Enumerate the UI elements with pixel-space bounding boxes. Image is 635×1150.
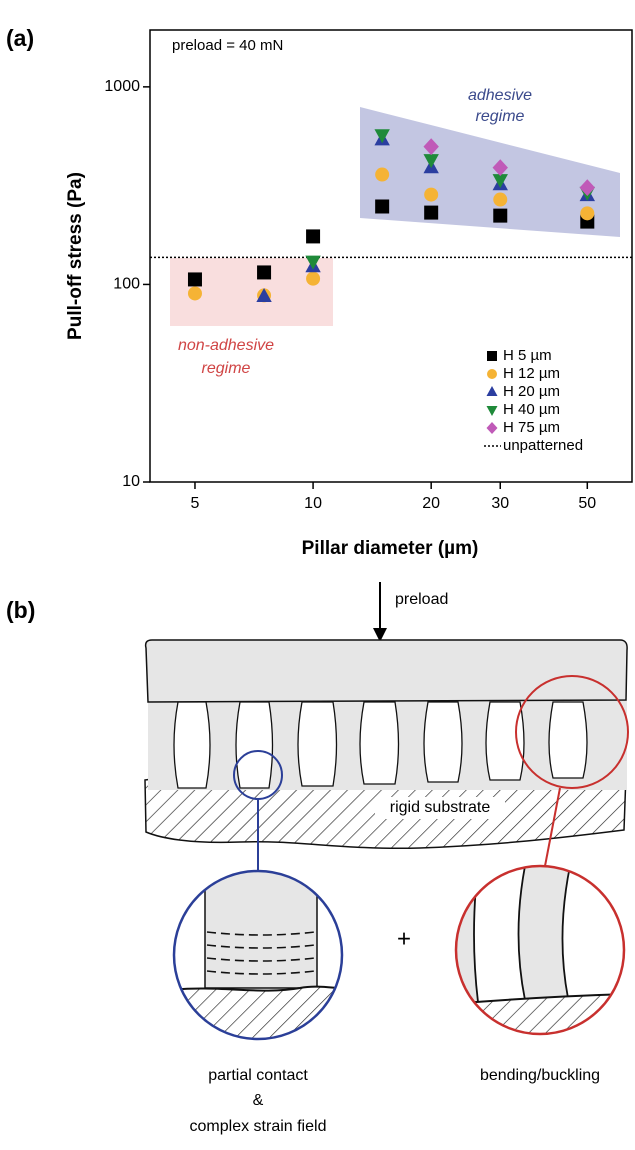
annotation: preload = 40 mN [172,37,283,54]
marker [493,192,508,207]
y-tick-label: 100 [113,276,140,293]
legend-marker [487,351,497,361]
zoom-circle [172,869,344,1041]
force-label: preload [395,591,448,608]
zoom-detail [456,866,624,1034]
x-tick-label: 10 [304,495,322,512]
legend-marker [486,422,498,434]
pillar-gaps [173,701,588,789]
marker [492,159,508,177]
marker [256,287,272,302]
marker [375,167,390,182]
marker [424,187,439,202]
annotation: non-adhesive [178,337,274,354]
caption: bending/buckling [480,1067,600,1084]
annotation: regime [202,360,251,377]
backing-layer [144,639,628,703]
zoom-circle [454,864,626,1036]
panel-label: (a) [6,25,34,51]
x-tick-label: 5 [191,495,200,512]
legend-label: H 12 µm [503,365,560,382]
label-bg [375,797,505,819]
annotation: adhesive [468,87,532,104]
legend-marker [487,369,497,379]
plus-sign: + [397,925,411,952]
x-tick-label: 30 [491,495,509,512]
zoom-line [544,787,561,867]
marker [187,286,202,301]
marker [305,255,321,270]
legend-label: H 20 µm [503,383,560,400]
marker [424,205,439,220]
y-tick-label: 10 [122,473,140,490]
legend-label: H 40 µm [503,401,560,418]
marker [423,154,439,169]
marker [423,138,439,156]
legend-label: unpatterned [503,437,583,454]
marker [374,129,390,144]
marker [257,265,272,280]
panel-label: (b) [6,597,35,623]
marker [375,199,390,214]
caption: complex strain field [190,1118,327,1135]
marker [492,174,508,189]
marker [306,271,321,286]
x-tick-label: 20 [422,495,440,512]
x-tick-label: 50 [578,495,596,512]
zoom-circle [515,675,629,789]
marker [493,208,508,223]
legend-label: H 5 µm [503,347,552,364]
legend-marker [486,406,498,416]
x-axis-title: Pillar diameter (µm) [302,538,479,559]
arrow-head [373,628,387,642]
diagram: (b) preload rigid substrate [6,582,629,1135]
marker [306,229,321,244]
annotation: regime [476,108,525,125]
adhesive-region [360,107,620,237]
marker [580,206,595,221]
caption: partial contact [208,1067,308,1084]
caption: & [253,1092,264,1109]
marker [579,179,595,197]
marker [187,272,202,287]
substrate-label: rigid substrate [390,799,491,816]
y-axis-title: Pull-off stress (Pa) [65,172,86,340]
legend-marker [486,386,498,396]
zoom-detail [174,871,342,1039]
legend-label: H 75 µm [503,419,560,436]
y-tick-label: 1000 [104,78,140,95]
plot-frame [149,29,633,483]
